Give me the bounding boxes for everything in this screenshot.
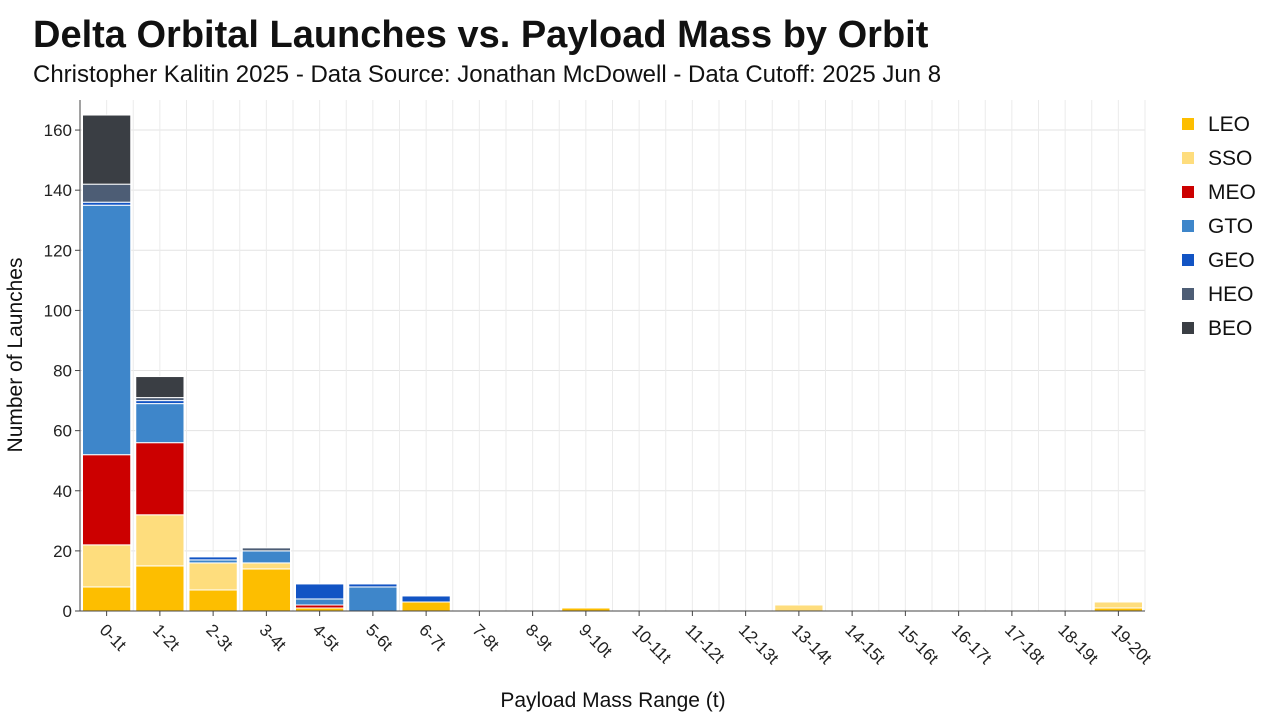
legend-item-geo[interactable]: GEO xyxy=(1182,249,1255,272)
bar-gto-5-6t[interactable] xyxy=(348,586,398,612)
legend-label: HEO xyxy=(1208,283,1254,306)
legend-label: MEO xyxy=(1208,181,1256,204)
x-tick-label: 16-17t xyxy=(948,620,996,668)
bar-beo-1-2t[interactable] xyxy=(135,376,185,399)
x-tick-label: 5-6t xyxy=(362,620,396,654)
bar-heo-0-1t[interactable] xyxy=(82,183,132,203)
x-tick-label: 14-15t xyxy=(841,620,889,668)
legend-label: GEO xyxy=(1208,249,1255,272)
legend[interactable]: LEO SSO MEO GTO GEO HEO BEO xyxy=(1182,113,1256,340)
legend-swatch xyxy=(1182,118,1194,130)
bar-geo-4-5t[interactable] xyxy=(295,583,345,600)
bar-gto-3-4t[interactable] xyxy=(241,550,291,564)
legend-item-gto[interactable]: GTO xyxy=(1182,215,1253,238)
bar-geo-5-6t[interactable] xyxy=(348,583,398,588)
legend-item-beo[interactable]: BEO xyxy=(1182,317,1252,340)
x-tick-label: 8-9t xyxy=(522,620,556,654)
y-tick-label: 80 xyxy=(53,362,72,381)
x-tick-label: 18-19t xyxy=(1054,620,1102,668)
legend-label: SSO xyxy=(1208,147,1252,170)
y-tick-label: 20 xyxy=(53,542,72,561)
y-tick-label: 60 xyxy=(53,422,72,441)
x-tick-label: 3-4t xyxy=(256,620,290,654)
x-tick-labels: 0-1t 1-2t 2-3t 3-4t 4-5t 5-6t 6-7t 7-8t 8-9t 9-10… xyxy=(96,611,1155,668)
x-tick-label: 0-1t xyxy=(96,620,130,654)
y-tick-labels: 0 20 40 60 80 100 120 140 160 xyxy=(44,121,80,621)
legend-swatch xyxy=(1182,254,1194,266)
x-tick-label: 17-18t xyxy=(1001,620,1049,668)
legend-label: GTO xyxy=(1208,215,1253,238)
x-tick-label: 11-12t xyxy=(682,620,729,667)
x-tick-label: 10-11t xyxy=(628,620,675,667)
x-tick-label: 15-16t xyxy=(895,620,943,668)
x-tick-label: 1-2t xyxy=(149,620,183,654)
bar-meo-1-2t[interactable] xyxy=(135,442,185,516)
bar-sso-13-14t[interactable] xyxy=(774,604,824,612)
bar-leo-2-3t[interactable] xyxy=(188,589,238,612)
legend-item-leo[interactable]: LEO xyxy=(1182,113,1250,136)
legend-swatch xyxy=(1182,220,1194,232)
bar-sso-1-2t[interactable] xyxy=(135,514,185,567)
bar-sso-3-4t[interactable] xyxy=(241,562,291,570)
x-tick-label: 4-5t xyxy=(309,620,343,654)
legend-item-heo[interactable]: HEO xyxy=(1182,283,1254,306)
bar-gto-4-5t[interactable] xyxy=(295,598,345,606)
bar-leo-6-7t[interactable] xyxy=(401,601,451,612)
chart-title: Delta Orbital Launches vs. Payload Mass … xyxy=(33,14,929,56)
bars xyxy=(82,114,1143,612)
y-tick-label: 140 xyxy=(44,181,72,200)
legend-item-sso[interactable]: SSO xyxy=(1182,147,1252,170)
y-tick-label: 100 xyxy=(44,301,72,320)
bar-beo-0-1t[interactable] xyxy=(82,114,132,185)
x-axis-title: Payload Mass Range (t) xyxy=(500,689,725,712)
x-tick-label: 13-14t xyxy=(788,620,836,668)
x-tick-label: 12-13t xyxy=(735,620,783,668)
grid xyxy=(79,100,1146,612)
bar-geo-2-3t[interactable] xyxy=(188,556,238,561)
bar-geo-6-7t[interactable] xyxy=(401,595,451,603)
bar-sso-0-1t[interactable] xyxy=(82,544,132,588)
y-tick-label: 120 xyxy=(44,241,72,260)
x-tick-label: 2-3t xyxy=(202,620,236,654)
bar-gto-1-2t[interactable] xyxy=(135,403,185,444)
chart-subtitle: Christopher Kalitin 2025 - Data Source: … xyxy=(33,61,942,88)
x-tick-label: 19-20t xyxy=(1108,620,1156,668)
x-tick-label: 7-8t xyxy=(469,620,503,654)
legend-item-meo[interactable]: MEO xyxy=(1182,181,1256,204)
legend-label: LEO xyxy=(1208,113,1250,136)
legend-swatch xyxy=(1182,322,1194,334)
y-tick-label: 40 xyxy=(53,482,72,501)
legend-swatch xyxy=(1182,186,1194,198)
bar-gto-0-1t[interactable] xyxy=(82,204,132,456)
y-tick-label: 160 xyxy=(44,121,72,140)
bar-meo-0-1t[interactable] xyxy=(82,454,132,546)
axes xyxy=(79,100,1145,612)
legend-label: BEO xyxy=(1208,317,1252,340)
x-tick-label: 9-10t xyxy=(575,620,616,661)
bar-sso-2-3t[interactable] xyxy=(188,562,238,591)
bar-leo-1-2t[interactable] xyxy=(135,565,185,612)
bar-leo-0-1t[interactable] xyxy=(82,586,132,612)
x-tick-label: 6-7t xyxy=(415,620,449,654)
legend-swatch xyxy=(1182,152,1194,164)
y-tick-label: 0 xyxy=(63,602,72,621)
y-axis-title: Number of Launches xyxy=(4,258,27,453)
bar-leo-3-4t[interactable] xyxy=(241,568,291,612)
bar-heo-3-4t[interactable] xyxy=(241,547,291,552)
bar-sso-19-20t[interactable] xyxy=(1093,601,1143,609)
legend-swatch xyxy=(1182,288,1194,300)
